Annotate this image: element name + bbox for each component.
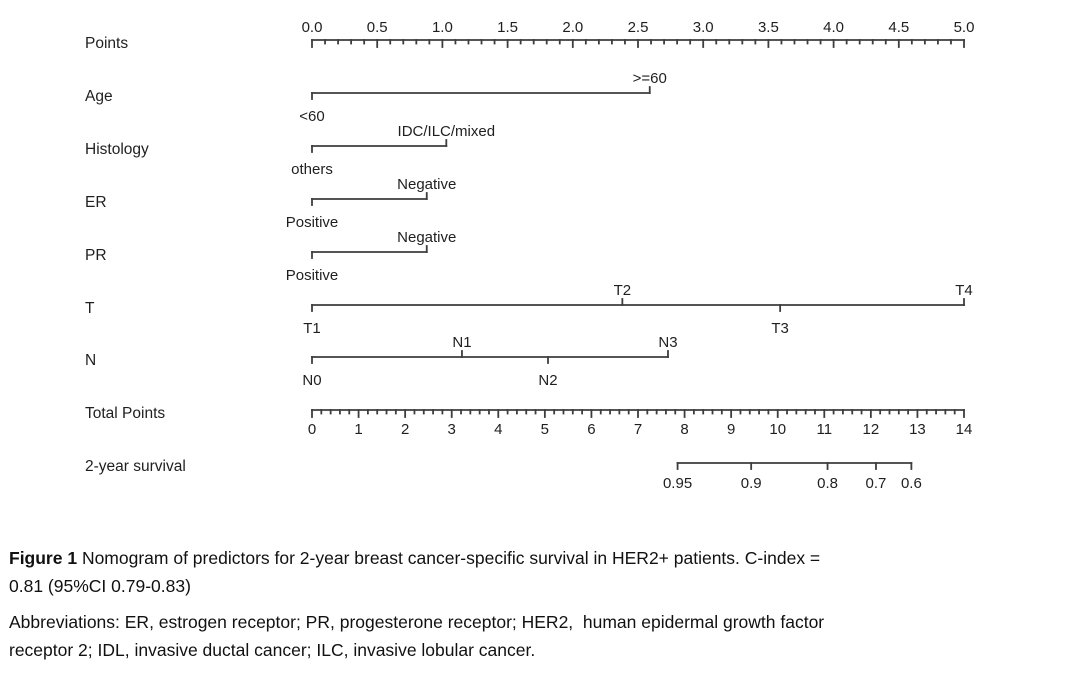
level-label: N3 — [658, 334, 677, 351]
nomogram-row-points: Points 0.0 0.5 1.0 1.5 2.0 2.5 3.0 3.5 4.0 4.5 5.0 — [85, 19, 974, 52]
row-label: 2-year survival — [85, 458, 186, 475]
tick-label: 1 — [354, 421, 362, 438]
level-label: T2 — [614, 282, 632, 299]
tick-label: 0 — [308, 421, 316, 438]
tick-label: 0.6 — [901, 475, 922, 492]
tick-label: 3.5 — [758, 19, 779, 36]
abbreviations-note: Abbreviations: ER, estrogen receptor; PR… — [9, 608, 1075, 664]
tick-label: 9 — [727, 421, 735, 438]
tick-label: 11 — [816, 421, 832, 438]
row-label: Points — [85, 35, 128, 52]
level-label: N0 — [302, 372, 321, 389]
tick-label: 2.0 — [562, 19, 583, 36]
level-label: others — [291, 161, 333, 178]
row-label: Total Points — [85, 405, 165, 422]
nomogram-row-t: T T1 T2 T3 T4 — [85, 282, 973, 337]
abbrev-line1: Abbreviations: ER, estrogen receptor; PR… — [9, 612, 825, 632]
tick-label: 5 — [541, 421, 549, 438]
caption-line2: 0.81 (95%CI 0.79-0.83) — [9, 576, 191, 596]
nomogram-row-survival: 2-year survival 0.95 0.9 0.8 0.7 0.6 — [85, 458, 922, 492]
caption-figure-label: Figure 1 — [9, 548, 78, 568]
row-label: ER — [85, 194, 107, 211]
tick-label: 4.5 — [888, 19, 909, 36]
tick-label: 13 — [909, 421, 926, 438]
tick-label: 0.95 — [663, 475, 692, 492]
row-label: T — [85, 300, 95, 317]
nomogram-chart: Points 0.0 0.5 1.0 1.5 2.0 2.5 3.0 3.5 4.0 4.5 5.0 A… — [85, 19, 974, 492]
caption-line1: Figure 1 Nomogram of predictors for 2-ye… — [9, 544, 1075, 572]
tick-label: 3 — [448, 421, 456, 438]
tick-label: 0.8 — [817, 475, 838, 492]
level-label: T3 — [771, 320, 789, 337]
tick-label: 5.0 — [954, 19, 975, 36]
tick-label: 0.7 — [866, 475, 887, 492]
nomogram-row-pr: PR Positive Negative — [85, 229, 456, 284]
level-label: Positive — [286, 214, 339, 231]
tick-label: 0.0 — [302, 19, 323, 36]
caption-line1-text: Nomogram of predictors for 2-year breast… — [77, 548, 821, 568]
tick-label: 3.0 — [693, 19, 714, 36]
tick-label: 4.0 — [823, 19, 844, 36]
tick-label: 8 — [680, 421, 688, 438]
level-label: N2 — [538, 372, 557, 389]
tick-label: 1.5 — [497, 19, 518, 36]
level-label: IDC/ILC/mixed — [398, 123, 496, 140]
tick-label: 7 — [634, 421, 642, 438]
nomogram-row-age: Age <60 >=60 — [85, 70, 667, 125]
tick-label: 14 — [956, 421, 973, 438]
tick-label: 2 — [401, 421, 409, 438]
tick-label: 4 — [494, 421, 502, 438]
tick-label: 12 — [863, 421, 880, 438]
tick-label: 1.0 — [432, 19, 453, 36]
level-label: <60 — [299, 108, 324, 125]
level-label: N1 — [452, 334, 471, 351]
tick-label: 0.9 — [741, 475, 762, 492]
figure-caption: Figure 1 Nomogram of predictors for 2-ye… — [9, 544, 1075, 664]
row-label: Age — [85, 88, 113, 105]
level-label: Positive — [286, 267, 339, 284]
row-label: N — [85, 352, 96, 369]
level-label: Negative — [397, 176, 456, 193]
row-label: PR — [85, 247, 107, 264]
tick-label: 0.5 — [367, 19, 388, 36]
level-label: T4 — [955, 282, 973, 299]
tick-label: 6 — [587, 421, 595, 438]
level-label: Negative — [397, 229, 456, 246]
level-label: T1 — [303, 320, 321, 337]
tick-label: 2.5 — [628, 19, 649, 36]
row-label: Histology — [85, 141, 149, 158]
nomogram-row-er: ER Positive Negative — [85, 176, 456, 231]
abbrev-line2: receptor 2; IDL, invasive ductal cancer;… — [9, 640, 536, 660]
tick-label: 10 — [769, 421, 786, 438]
nomogram-row-n: N N0 N1 N2 N3 — [85, 334, 678, 389]
level-label: >=60 — [633, 70, 667, 87]
nomogram-row-histology: Histology others IDC/ILC/mixed — [85, 123, 495, 178]
